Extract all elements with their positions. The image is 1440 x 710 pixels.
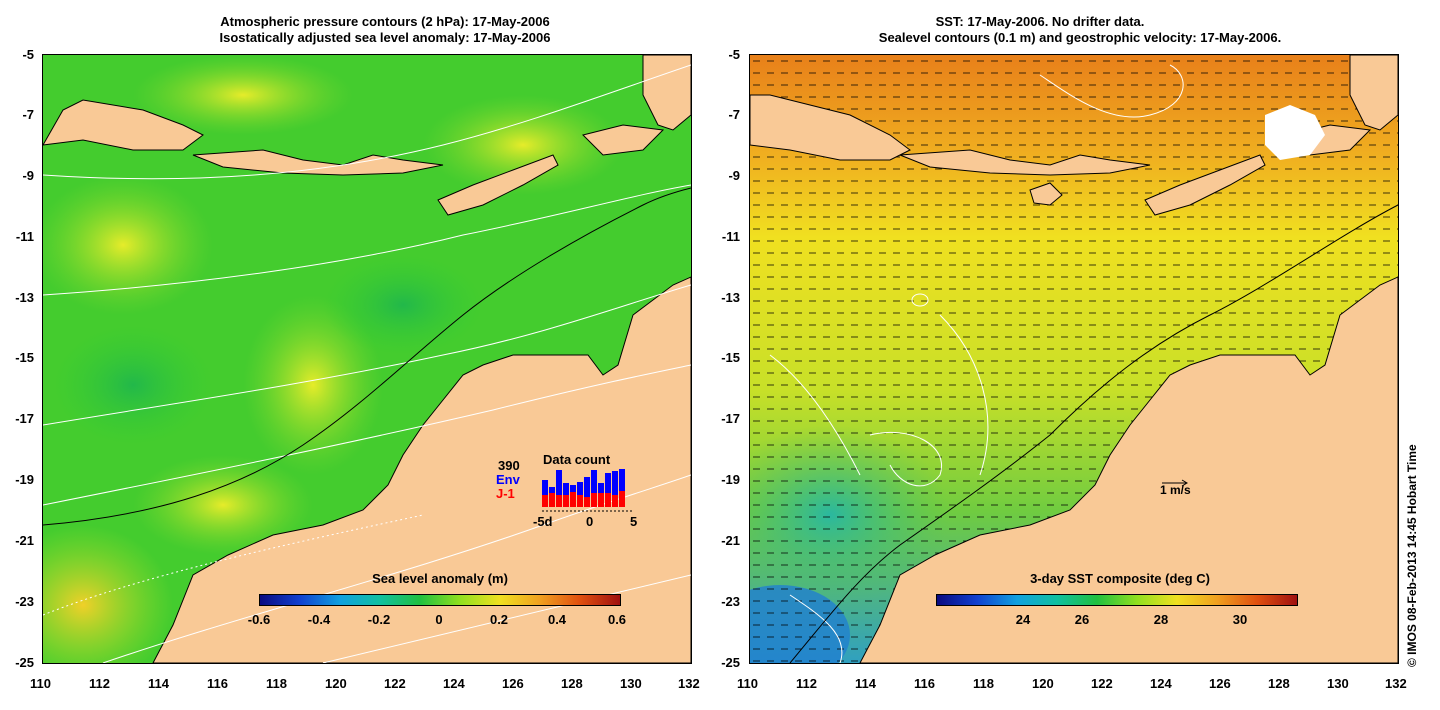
right-colorbar [936, 594, 1298, 606]
right-scale-label: 1 m/s [1160, 483, 1191, 497]
right-title-line2: Sealevel contours (0.1 m) and geostrophi… [878, 30, 1282, 45]
right-xtick-8: 124 [1150, 676, 1172, 691]
right-xtick-5: 118 [973, 676, 994, 691]
left-cbar-tick-7: 0.6 [607, 612, 627, 627]
right-xtick-9: 126 [1209, 676, 1231, 691]
left-xtick-12: 132 [678, 676, 700, 691]
data-count-xtick-mid: 0 [586, 514, 594, 529]
right-cbar-tick-1: 24 [1015, 612, 1031, 627]
right-colorbar-title: 3-day SST composite (deg C) [1030, 571, 1210, 586]
right-map [749, 54, 1399, 664]
data-count-title: Data count [543, 452, 611, 467]
right-ytick-10: -23 [721, 594, 740, 609]
left-xtick-9: 126 [502, 676, 524, 691]
left-xtick-6: 120 [325, 676, 347, 691]
right-ytick-8: -19 [721, 472, 740, 487]
left-xtick-2: 112 [89, 676, 110, 691]
right-ytick-7: -17 [721, 411, 740, 426]
left-xtick-7: 122 [384, 676, 406, 691]
left-ytick-11: -25 [15, 655, 34, 670]
left-cbar-tick-2: -0.4 [307, 612, 331, 627]
right-cbar-tick-2: 26 [1074, 612, 1090, 627]
left-xtick-11: 130 [620, 676, 642, 691]
left-xtick-4: 116 [207, 676, 228, 691]
left-xtick-8: 124 [443, 676, 465, 691]
left-cbar-tick-5: 0.2 [489, 612, 509, 627]
right-xtick-10: 128 [1268, 676, 1290, 691]
right-xtick-7: 122 [1091, 676, 1113, 691]
left-title-line1: Atmospheric pressure contours (2 hPa): 1… [220, 14, 550, 29]
left-xtick-3: 114 [148, 676, 169, 691]
data-count-max-label: 390 [498, 458, 520, 473]
right-ytick-2: -7 [728, 107, 740, 122]
right-ytick-6: -15 [721, 350, 740, 365]
right-cbar-tick-3: 28 [1153, 612, 1169, 627]
left-xtick-1: 110 [30, 676, 51, 691]
left-ytick-6: -15 [15, 350, 34, 365]
right-xtick-4: 116 [914, 676, 935, 691]
data-count-j1-label: J-1 [496, 486, 515, 501]
left-cbar-tick-6: 0.4 [547, 612, 567, 627]
data-count-inset [542, 469, 633, 512]
right-ytick-3: -9 [728, 168, 740, 183]
right-ytick-5: -13 [721, 290, 740, 305]
right-ytick-1: -5 [728, 47, 740, 62]
right-cbar-tick-4: 30 [1232, 612, 1248, 627]
data-count-xtick-right: 5 [630, 514, 638, 529]
left-cbar-tick-3: -0.2 [367, 612, 391, 627]
right-xtick-3: 114 [855, 676, 876, 691]
right-xtick-2: 112 [796, 676, 817, 691]
right-xtick-11: 130 [1327, 676, 1349, 691]
left-ytick-2: -7 [22, 107, 34, 122]
left-cbar-tick-1: -0.6 [247, 612, 271, 627]
right-xtick-6: 120 [1032, 676, 1054, 691]
data-count-xtick-left: -5d [533, 514, 553, 529]
right-ytick-4: -11 [721, 229, 740, 244]
right-xtick-12: 132 [1385, 676, 1407, 691]
left-ytick-7: -17 [15, 411, 34, 426]
left-cbar-tick-4: 0 [435, 612, 443, 627]
left-ytick-8: -19 [15, 472, 34, 487]
left-xtick-5: 118 [266, 676, 287, 691]
left-colorbar-title: Sea level anomaly (m) [372, 571, 508, 586]
left-ytick-5: -13 [15, 290, 34, 305]
left-ytick-10: -23 [15, 594, 34, 609]
right-title-line1: SST: 17-May-2006. No drifter data. [935, 14, 1145, 29]
left-colorbar [259, 594, 621, 606]
left-ytick-9: -21 [15, 533, 34, 548]
left-ytick-3: -9 [22, 168, 34, 183]
right-ytick-9: -21 [721, 533, 740, 548]
left-ytick-4: -11 [15, 229, 34, 244]
left-title-line2: Isostatically adjusted sea level anomaly… [219, 30, 551, 45]
left-xtick-10: 128 [561, 676, 583, 691]
left-ytick-1: -5 [22, 47, 34, 62]
left-map [42, 54, 692, 664]
data-count-env-label: Env [496, 472, 520, 487]
credit-label: © IMOS 08-Feb-2013 14:45 Hobart Time [1405, 444, 1419, 667]
right-ytick-11: -25 [721, 655, 740, 670]
right-xtick-1: 110 [737, 676, 758, 691]
